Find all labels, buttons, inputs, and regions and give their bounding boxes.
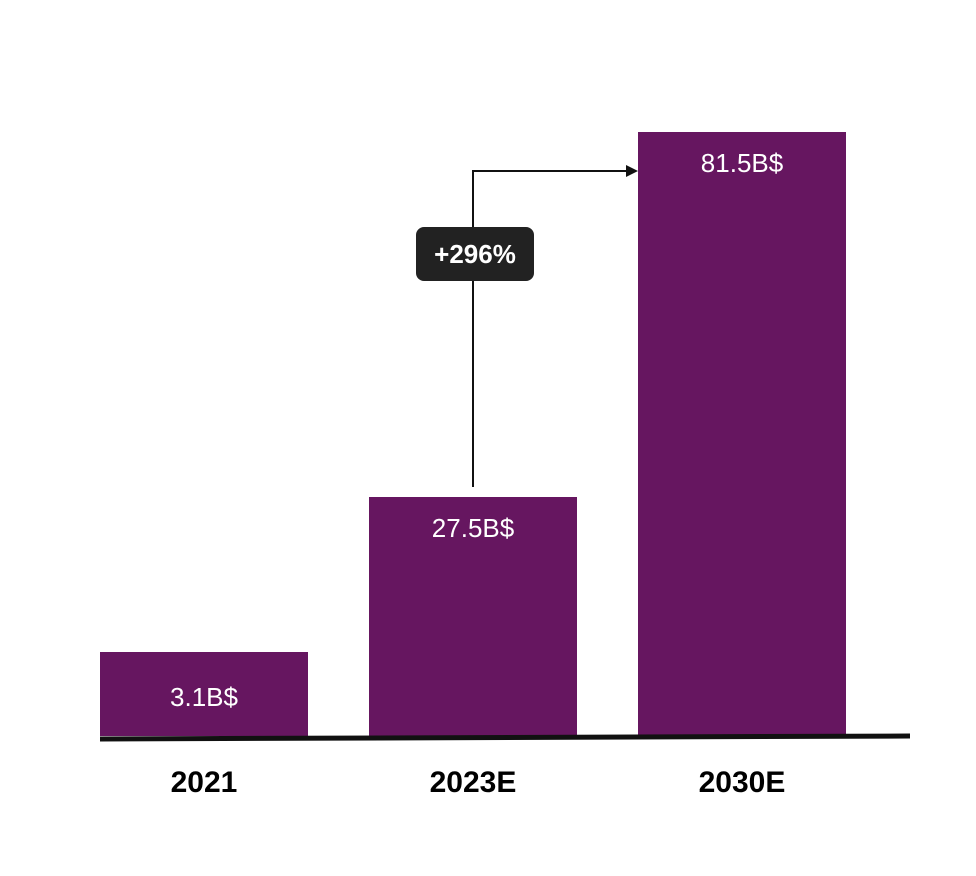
bars-layer: 3.1B$ 2021 27.5B$ 2023E 81.5B$ 2030E — [100, 132, 846, 799]
bar-2023e — [369, 497, 577, 736]
growth-badge-label: +296% — [434, 239, 516, 269]
growth-annotation: +296% — [416, 165, 638, 487]
x-tick-label-2021: 2021 — [171, 766, 238, 799]
bar-value-label-2030e: 81.5B$ — [701, 148, 784, 178]
x-axis-line — [99, 733, 911, 742]
bar-value-label-2023e: 27.5B$ — [432, 513, 515, 543]
growth-badge — [416, 227, 534, 281]
x-tick-label-2023e: 2023E — [430, 766, 517, 799]
bar-2030e — [638, 132, 846, 736]
growth-arrow — [472, 165, 638, 487]
bar-value-label-2021: 3.1B$ — [170, 682, 238, 712]
bar-2021 — [100, 652, 308, 736]
x-tick-label-2030e: 2030E — [699, 766, 786, 799]
